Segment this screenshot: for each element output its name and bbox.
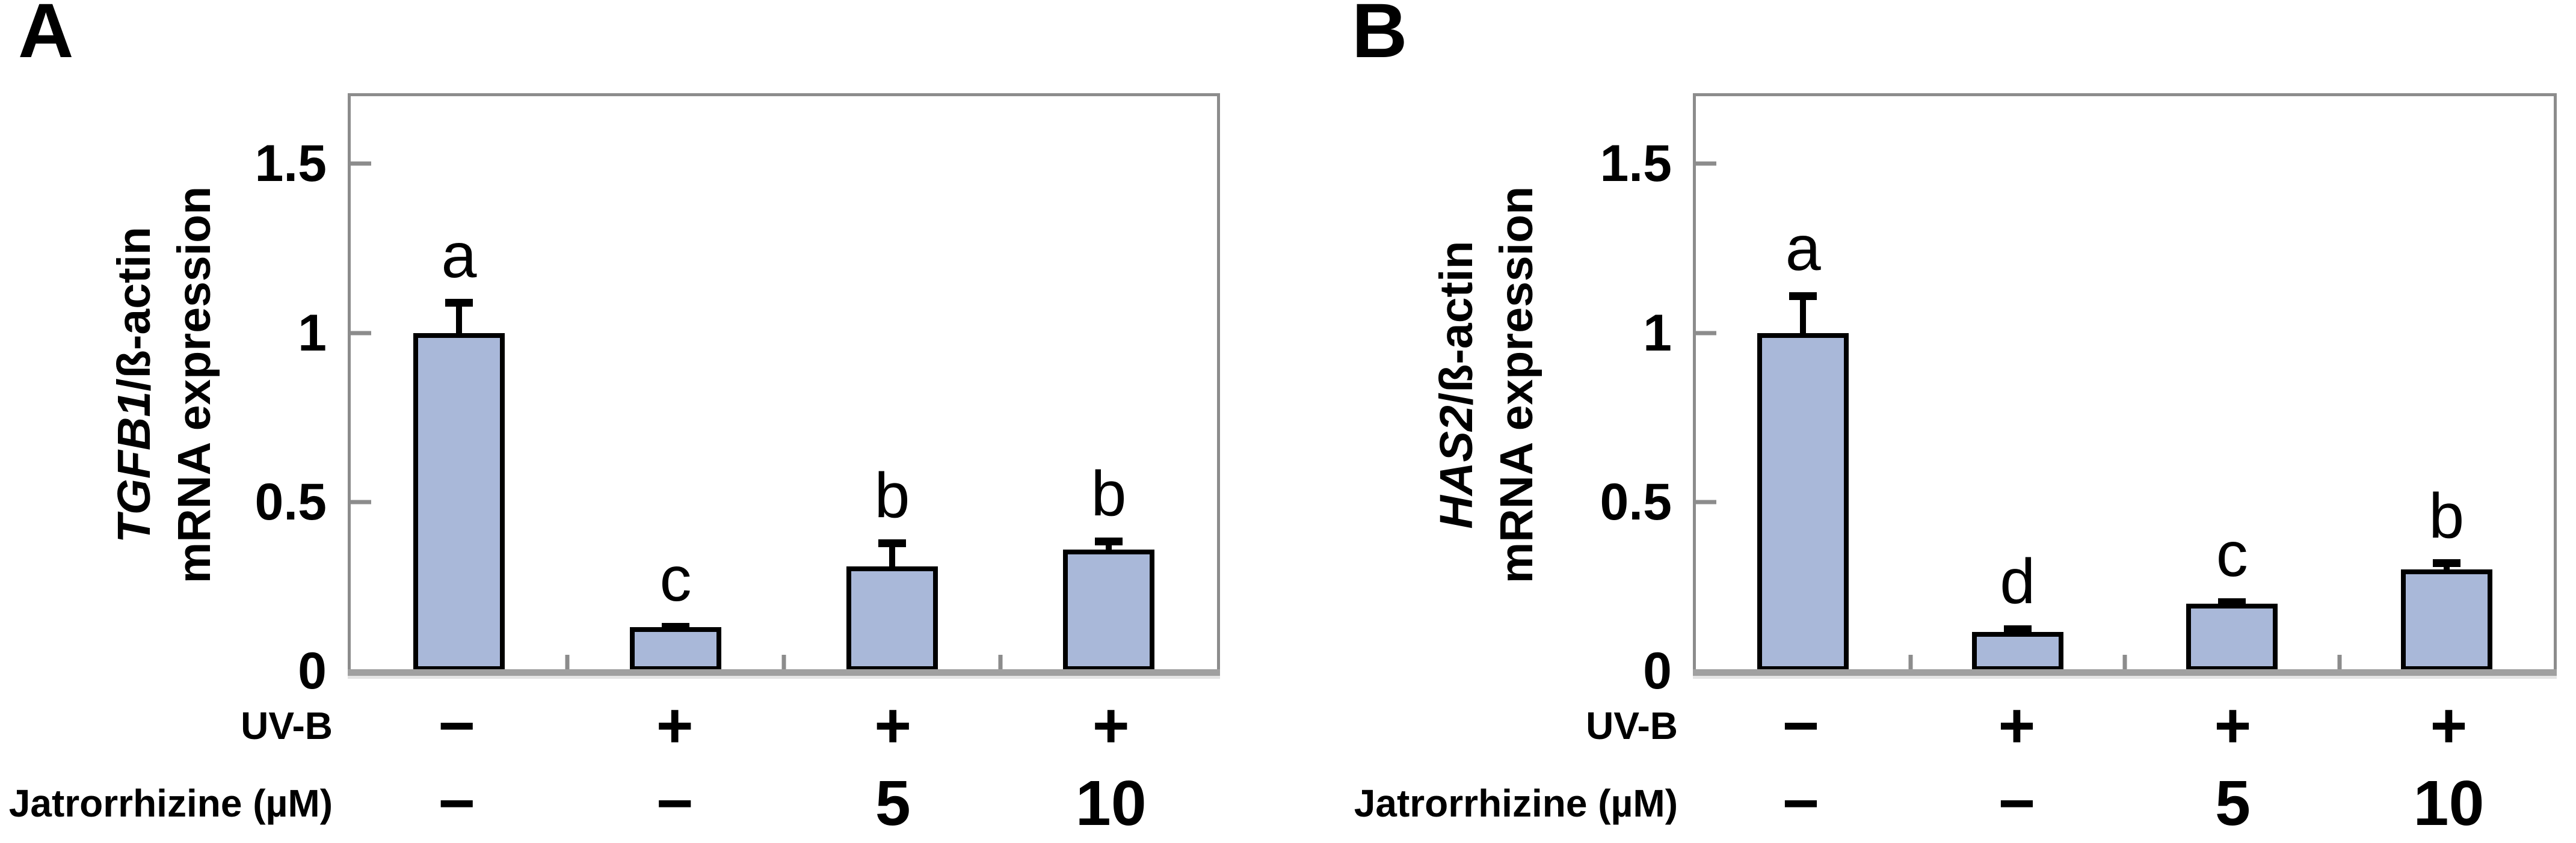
error-bar bbox=[456, 299, 462, 333]
condition-row: UV-B − + + + bbox=[0, 689, 1288, 762]
condition-value: − bbox=[1782, 690, 1820, 761]
error-bar bbox=[889, 539, 895, 566]
y-tick-label: 0 bbox=[298, 642, 327, 700]
x-boundary-tick bbox=[2122, 655, 2127, 671]
condition-row: UV-B − + + + bbox=[1288, 689, 2576, 762]
plot-area: 0 0.5 1 1.5 a c b b bbox=[254, 93, 1220, 697]
x-boundary-tick bbox=[998, 655, 1003, 671]
y-tick-label: 1.5 bbox=[1600, 135, 1672, 193]
error-bar-cap bbox=[2003, 625, 2032, 634]
significance-letter: a bbox=[1785, 213, 1821, 284]
x-axis-line bbox=[1693, 669, 2557, 676]
y-tick-label: 0 bbox=[1643, 642, 1672, 700]
panel-b: B HAS2/ß-actin mRNA expression 0 0.5 1 1.5 a… bbox=[1288, 0, 2576, 843]
y-tick-label: 1 bbox=[298, 304, 327, 362]
x-boundary-tick bbox=[2337, 655, 2341, 671]
condition-row: Jatrorrhizine (µM) − − 5 10 bbox=[1288, 762, 2576, 843]
condition-value: + bbox=[2214, 690, 2252, 761]
y-tick-mark bbox=[351, 331, 371, 336]
significance-letter: c bbox=[2216, 519, 2248, 590]
bar-category: b bbox=[784, 96, 1000, 671]
bar-category: c bbox=[2125, 96, 2340, 671]
y-tick-label: 1 bbox=[1643, 304, 1672, 362]
bar bbox=[2400, 569, 2492, 671]
y-tick-mark bbox=[1696, 500, 1716, 504]
bar bbox=[1757, 333, 1849, 671]
bar bbox=[630, 627, 721, 671]
condition-value: 5 bbox=[875, 768, 911, 839]
condition-rows: UV-B − + + + Jatrorrhizine (µM) − −5 10 bbox=[0, 689, 1288, 843]
condition-value: + bbox=[1998, 690, 2036, 761]
condition-row: Jatrorrhizine (µM) − − 5 10 bbox=[0, 762, 1288, 843]
y-axis-label-line1: HAS2/ß-actin bbox=[1426, 94, 1487, 675]
condition-row-label: Jatrorrhizine (µM) bbox=[8, 782, 333, 825]
bar-category: b bbox=[2340, 96, 2554, 671]
bar-series: a d c b bbox=[1696, 96, 2554, 671]
condition-value: − bbox=[438, 768, 476, 839]
bar-category: b bbox=[1000, 96, 1217, 671]
gene-name: HAS2 bbox=[1431, 405, 1482, 529]
significance-letter: b bbox=[2429, 480, 2465, 551]
x-axis-line bbox=[348, 669, 1220, 676]
y-tick-label: 0.5 bbox=[1600, 473, 1672, 531]
error-bar-cap bbox=[878, 539, 906, 547]
condition-value: + bbox=[656, 690, 694, 761]
bar bbox=[2186, 603, 2278, 671]
y-tick-label: 1.5 bbox=[254, 135, 327, 193]
y-tick-mark bbox=[1696, 331, 1716, 336]
condition-value: − bbox=[1998, 768, 2036, 839]
condition-value: + bbox=[1092, 690, 1130, 761]
significance-letter: b bbox=[1091, 458, 1127, 530]
condition-value: 5 bbox=[2215, 768, 2251, 839]
x-boundary-tick bbox=[781, 655, 786, 671]
significance-letter: d bbox=[2000, 546, 2036, 618]
y-tick-mark bbox=[1696, 161, 1716, 166]
condition-row-values: − + + + bbox=[348, 689, 1220, 762]
condition-rows: UV-B − + + + Jatrorrhizine (µM) − −5 10 bbox=[1288, 689, 2576, 843]
error-bar-cap bbox=[1789, 292, 1817, 301]
x-boundary-tick bbox=[565, 655, 570, 671]
plot-area: 0 0.5 1 1.5 a d c b bbox=[1600, 93, 2557, 697]
bar-category: a bbox=[351, 96, 567, 671]
y-tick-mark bbox=[351, 161, 371, 166]
y-axis-label-suffix: /ß-actin bbox=[1431, 241, 1482, 406]
error-bar-cap bbox=[445, 299, 473, 307]
condition-value: 10 bbox=[1075, 768, 1147, 839]
condition-value: − bbox=[656, 768, 694, 839]
condition-value: − bbox=[438, 690, 476, 761]
panel-letter-a: A bbox=[18, 0, 74, 74]
bar bbox=[413, 333, 505, 671]
condition-value: + bbox=[874, 690, 912, 761]
condition-row-values: − − 5 10 bbox=[1693, 762, 2557, 843]
error-bar-cap bbox=[2432, 559, 2460, 568]
panel-letter-b: B bbox=[1352, 0, 1408, 74]
bar bbox=[846, 566, 938, 671]
x-boundary-tick bbox=[1908, 655, 1912, 671]
bar-category: d bbox=[1911, 96, 2125, 671]
bar bbox=[1971, 632, 2063, 671]
error-bar-cap bbox=[1095, 537, 1123, 545]
condition-row-values: − + + + bbox=[1693, 689, 2557, 762]
significance-letter: a bbox=[441, 219, 477, 291]
panel-a: A TGFB1/ß-actin mRNA expression 0 0.5 1 1.5… bbox=[0, 0, 1288, 843]
condition-row-label: UV-B bbox=[1586, 704, 1678, 747]
condition-value: 10 bbox=[2413, 768, 2485, 839]
condition-row-label: UV-B bbox=[241, 704, 333, 747]
significance-letter: c bbox=[659, 544, 692, 615]
y-tick-label: 0.5 bbox=[254, 473, 327, 531]
significance-letter: b bbox=[874, 460, 910, 531]
error-bar bbox=[1800, 292, 1807, 333]
condition-row-label: Jatrorrhizine (µM) bbox=[1354, 782, 1678, 825]
bar-category: a bbox=[1696, 96, 1911, 671]
bar-category: c bbox=[567, 96, 784, 671]
condition-row-values: − − 5 10 bbox=[348, 762, 1220, 843]
condition-value: + bbox=[2430, 690, 2468, 761]
y-tick-mark bbox=[351, 500, 371, 504]
condition-value: − bbox=[1782, 768, 1820, 839]
bar bbox=[1063, 549, 1154, 671]
bar-series: a c b b bbox=[351, 96, 1217, 671]
